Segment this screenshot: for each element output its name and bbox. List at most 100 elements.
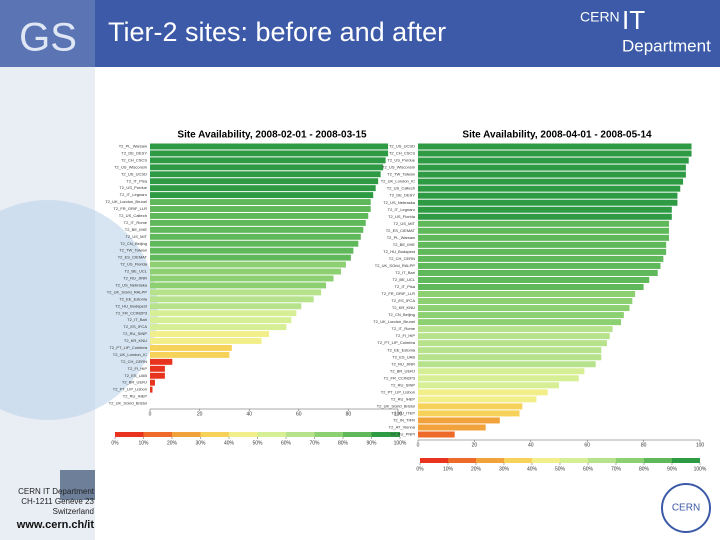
x-tick-label: 20 [197,411,203,417]
bar [418,276,650,283]
bar [418,220,669,227]
chart-title: Site Availability, 2008-04-01 - 2008-05-… [462,130,652,141]
category-label cat: T2_UK_London_Brunel [105,199,147,204]
bar [150,261,346,268]
category-label cat: T2_ES_UAB [124,373,147,378]
category-label cat: T2_ES_IFCA [391,298,415,303]
bar [150,150,389,157]
category-label cat: T2_FR_CCIN2P3 [384,375,416,380]
bar [418,157,689,164]
colorbar-label: 70% [611,466,622,472]
category-label cat: T2_US_MIT [125,234,147,239]
x-tick-label: 80 [346,411,352,417]
bar [150,219,366,226]
bar [150,275,334,282]
colorbar-label: 30% [195,440,206,446]
category-label cat: T2_IN_TIFR [393,418,415,423]
x-tick-label: 100 [696,442,705,448]
bar [418,361,596,368]
category-label cat: T2_IT_Bari [127,317,147,322]
bar [150,247,354,254]
x-tick-label: 80 [641,442,647,448]
x-tick-label: 40 [528,442,534,448]
colorbar-swatch [229,432,258,437]
category-label cat: T2_TW_Taiwan [387,172,415,177]
category-label cat: T2_IT_Rome [124,220,148,225]
bar [150,240,359,247]
colorbar-swatch [560,458,588,463]
category-label cat: T2_US_Purdue [387,158,415,163]
colorbar-label: 60% [281,440,292,446]
bar [418,354,602,361]
category-label cat: T2_IT_Bari [395,270,415,275]
bar [418,305,630,312]
colorbar-label: 100% [394,440,407,446]
colorbar-swatch [286,432,315,437]
logo: GS [19,16,77,60]
colorbar-swatch [504,458,532,463]
url: www.cern.ch/it [16,519,95,531]
category-label cat: T2_DE_DESY [121,150,147,155]
category-label cat: T2_ES_CIEMAT [118,255,148,260]
category-label cat: T2_RU_ITEP [391,410,415,415]
bar [150,171,381,178]
category-label cat: T2_US_Wisconsin [114,164,147,169]
bar [418,396,537,403]
org-it: IT [622,5,645,35]
category-label cat: T2_RU_SINP [391,382,416,387]
category-label cat: T2_IT_Pisa [395,284,416,289]
category-label cat: T2_PT_LIP_Coimbra [109,345,147,350]
category-label cat: T2_US_Caltech [387,186,415,191]
category-label cat: T2_FI_HIP [128,366,148,371]
category-label cat: T2_RU_SINP [123,331,148,336]
bar [150,338,262,344]
category-label cat: T2_RU_IHEP [391,396,416,401]
category-label cat: T2_US_Purdue [119,185,147,190]
bar [418,185,681,192]
bar [418,291,636,298]
category-label cat: T2_US_MIT [393,221,415,226]
category-label cat: T2_UK_London_IC [113,352,147,357]
bar [150,206,371,212]
footer-line: CH-1211 Genève 23 [21,497,94,506]
bar [418,326,613,333]
bar [150,254,351,261]
laptop-image [60,470,95,500]
category-label cat: T2_DE_DESY [389,193,415,198]
bar [150,296,314,303]
category-label cat: T2_UK_SGrid_RALPP [107,289,148,294]
category-label cat: T2_US_Nebraska [383,200,416,205]
colorbar-label: 20% [471,466,482,472]
bar [150,344,232,351]
category-label cat: T2_RU_IHEP [123,394,148,399]
colorbar-swatch [588,458,616,463]
category-label cat: T2_PL_Warsaw [119,144,147,149]
category-label cat: T2_KR_KNU [392,305,415,310]
bar [418,382,559,389]
bar [418,213,672,220]
bar [418,424,486,431]
colorbar-label: 100% [694,466,707,472]
category-label cat: T2_CH_CERN [121,359,147,364]
colorbar-label: 10% [138,440,149,446]
colorbar-label: 80% [639,466,650,472]
category-label cat: T2_IT_Legnaro [388,207,416,212]
colorbar-label: 90% [366,440,377,446]
bar [418,410,520,417]
bar [418,192,678,199]
colorbar-swatch [257,432,286,437]
bar [418,199,678,206]
category-label cat: T2_RU_JINR [391,361,415,366]
colorbar-label: 40% [527,466,538,472]
bar [150,157,386,164]
category-label cat: T2_UK_London_Brunel [373,319,415,324]
bar [150,268,341,275]
colorbar-label: 80% [338,440,349,446]
colorbar-swatch [172,432,201,437]
colorbar-swatch [672,458,700,463]
category-label cat: T2_BE_IIHE [393,242,416,247]
bar [418,375,579,382]
category-label cat: T2_BE_IIHE [125,227,148,232]
